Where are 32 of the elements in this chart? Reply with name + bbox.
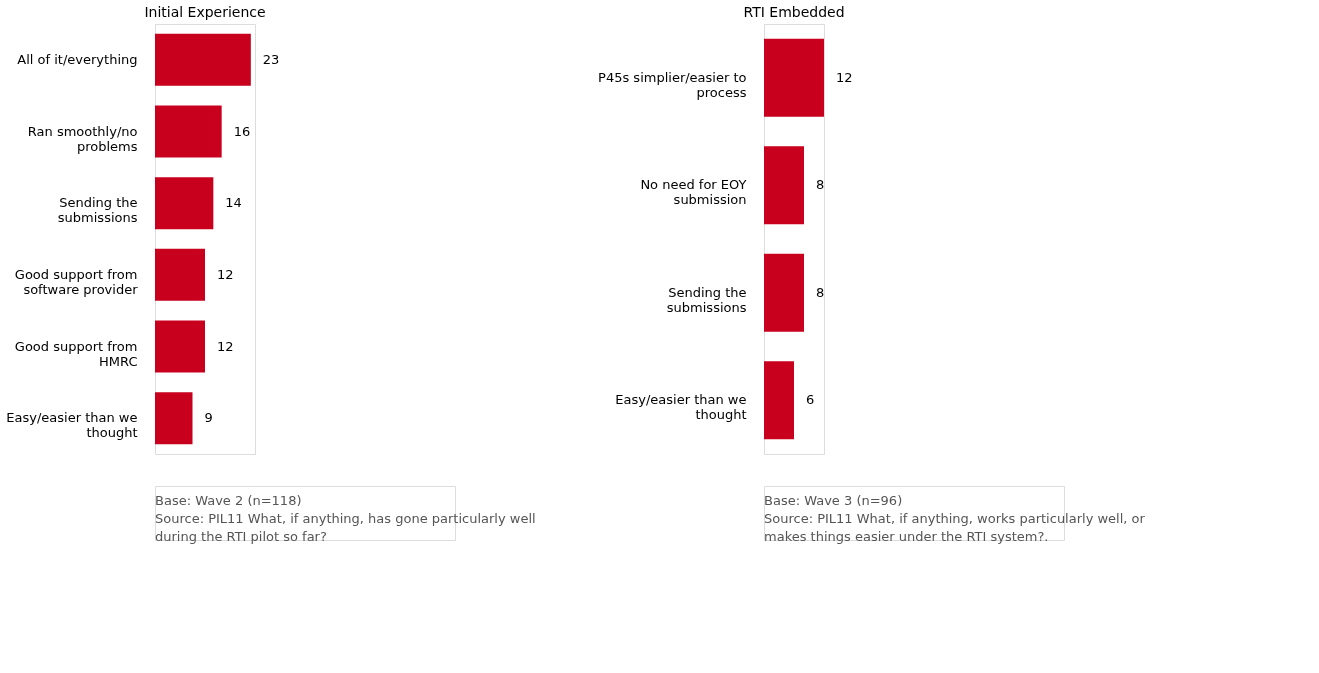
data-label: 16 [233, 123, 251, 139]
data-label: 23 [262, 51, 280, 67]
data-label: 12 [217, 338, 234, 354]
y-tick-label: Good support from software provider [14, 266, 139, 297]
bar [155, 33, 251, 86]
y-tick-label: P45s simplier/easier to process [598, 69, 747, 100]
data-label: 8 [816, 177, 825, 193]
source-note: Source: PIL11 What, if anything, works particularly well, or makes things easier under the RTI system?. [764, 511, 1146, 544]
y-tick-label: All of it/everything [17, 51, 138, 67]
data-label: 12 [836, 69, 853, 85]
text: Base: Wave 2 (n=118) [155, 493, 302, 508]
data-label: 12 [217, 266, 234, 282]
bar [155, 105, 222, 158]
data-label: 9 [204, 410, 213, 426]
chart-title: Initial Experience [144, 4, 266, 20]
y-tick-label: Easy/easier than we thought [615, 392, 747, 423]
y-tick-label: Easy/easier than we thought [6, 410, 138, 441]
bar [155, 177, 214, 230]
chart-title: RTI Embedded [743, 4, 845, 20]
source-note: Source: PIL11 What, if anything, has gone particularly well during the RTI pilot so far? [155, 511, 536, 544]
data-label: 6 [806, 392, 815, 408]
y-tick-label: Sending the submissions [57, 195, 138, 226]
y-tick-label: Sending the submissions [666, 284, 747, 315]
bar [155, 392, 193, 445]
text: Base: Wave 3 (n=96) [764, 493, 903, 508]
bar [155, 248, 205, 301]
data-label: 14 [225, 195, 242, 211]
y-tick-label: Good support from HMRC [14, 338, 138, 369]
bar [155, 320, 205, 373]
y-tick-label: No need for EOY submission [640, 177, 747, 208]
data-label: 8 [816, 284, 825, 300]
y-tick-label: Ran smoothly/no problems [27, 123, 138, 154]
